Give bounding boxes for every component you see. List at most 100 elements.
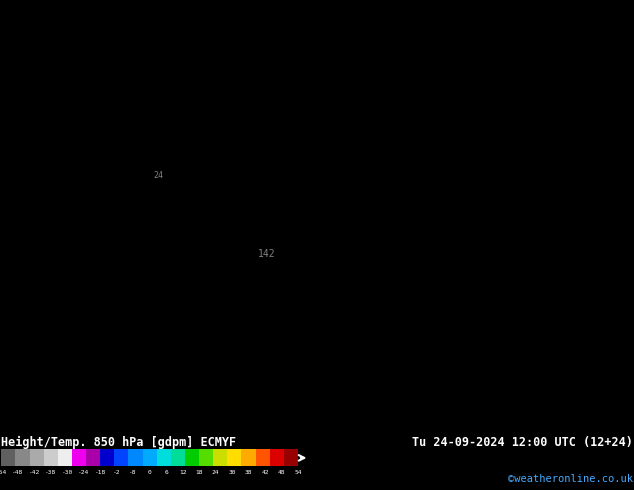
Text: 9: 9 [517, 149, 522, 158]
Text: 9: 9 [493, 283, 498, 293]
Text: 0: 0 [453, 403, 458, 412]
Text: 3: 3 [29, 343, 34, 352]
Text: 7: 7 [312, 298, 317, 307]
Text: 9: 9 [566, 22, 571, 31]
Text: 4: 4 [214, 74, 219, 83]
Text: 7: 7 [268, 373, 273, 382]
Text: 8: 8 [404, 328, 410, 337]
Text: 9: 9 [400, 388, 404, 397]
Text: 1: 1 [49, 44, 54, 53]
Text: 3: 3 [63, 253, 68, 263]
Text: 6: 6 [322, 97, 327, 105]
Text: 3: 3 [166, 44, 171, 53]
Text: 8: 8 [424, 223, 429, 233]
Text: 0: 0 [614, 134, 619, 143]
Text: 5: 5 [263, 81, 268, 91]
Text: 8: 8 [341, 418, 346, 427]
Text: 6: 6 [317, 104, 322, 113]
Text: 4: 4 [122, 343, 127, 352]
Text: 0: 0 [585, 0, 590, 8]
Text: 6: 6 [307, 74, 312, 83]
Text: 9: 9 [458, 291, 463, 300]
Text: 0: 0 [547, 216, 551, 225]
Text: 3: 3 [73, 298, 78, 307]
Text: 5: 5 [288, 97, 293, 105]
Text: 1: 1 [78, 0, 83, 8]
Text: 8: 8 [488, 22, 493, 31]
Text: 5: 5 [254, 134, 259, 143]
Text: 0: 0 [614, 149, 619, 158]
Text: 8: 8 [375, 209, 380, 218]
Text: 3: 3 [83, 321, 87, 330]
Text: 8: 8 [424, 74, 429, 83]
Text: 1: 1 [24, 104, 29, 113]
Text: 8: 8 [307, 395, 312, 405]
Text: 5: 5 [254, 216, 259, 225]
Text: 7: 7 [346, 89, 351, 98]
Text: 4: 4 [117, 291, 122, 300]
Text: 3: 3 [136, 171, 141, 180]
Text: 7: 7 [278, 269, 283, 277]
Text: 4: 4 [117, 358, 122, 367]
Text: 7: 7 [317, 276, 322, 285]
Text: 6: 6 [259, 291, 263, 300]
Text: 9: 9 [449, 373, 453, 382]
Text: 3: 3 [78, 216, 83, 225]
Text: 5: 5 [293, 7, 297, 16]
Text: 4: 4 [122, 418, 127, 427]
Text: 7: 7 [341, 89, 346, 98]
Text: 0: 0 [566, 411, 571, 419]
Text: 8: 8 [307, 343, 312, 352]
Text: 8: 8 [312, 336, 317, 344]
Text: 0: 0 [531, 253, 536, 263]
Text: 6: 6 [263, 269, 268, 277]
Text: 2: 2 [98, 7, 103, 16]
Text: 8: 8 [429, 126, 434, 135]
Text: 3: 3 [20, 306, 24, 315]
Text: 0: 0 [614, 313, 619, 322]
Text: 8: 8 [507, 14, 512, 23]
Text: 0: 0 [531, 283, 536, 293]
Text: 1: 1 [63, 0, 68, 8]
Text: 7: 7 [327, 223, 332, 233]
Text: 6: 6 [234, 269, 239, 277]
Text: 9: 9 [493, 194, 498, 203]
Text: 0: 0 [614, 209, 619, 218]
Text: 8: 8 [458, 179, 463, 188]
Text: 0: 0 [580, 126, 585, 135]
Text: 7: 7 [332, 134, 337, 143]
Text: 0: 0 [580, 44, 585, 53]
Text: 3: 3 [117, 126, 122, 135]
Text: 5: 5 [268, 81, 273, 91]
Text: 6: 6 [259, 283, 263, 293]
Text: 0: 0 [556, 126, 561, 135]
Text: 1: 1 [54, 14, 58, 23]
Text: 1: 1 [58, 59, 63, 68]
Text: 8: 8 [415, 291, 420, 300]
Text: 4: 4 [132, 239, 136, 247]
Text: 0: 0 [624, 74, 629, 83]
Text: 7: 7 [375, 119, 380, 128]
Text: 2: 2 [78, 22, 83, 31]
Text: 7: 7 [371, 164, 375, 173]
Text: 6: 6 [312, 104, 317, 113]
Text: 8: 8 [434, 67, 439, 75]
Text: 6: 6 [190, 418, 195, 427]
Text: 0: 0 [527, 321, 531, 330]
Text: 3: 3 [73, 201, 78, 210]
Text: 0: 0 [580, 313, 585, 322]
Text: 4: 4 [171, 231, 176, 240]
Text: 5: 5 [259, 141, 263, 150]
Text: 0: 0 [551, 209, 556, 218]
Text: 1: 1 [24, 44, 29, 53]
Text: 8: 8 [351, 253, 356, 263]
Text: 2: 2 [10, 261, 15, 270]
Text: 3: 3 [141, 179, 146, 188]
Text: 5: 5 [181, 351, 185, 360]
Text: 6: 6 [230, 328, 234, 337]
Text: 8: 8 [390, 134, 395, 143]
Text: 3: 3 [98, 126, 103, 135]
Text: 0: 0 [585, 59, 590, 68]
Text: 3: 3 [122, 7, 127, 16]
Text: 8: 8 [439, 22, 444, 31]
